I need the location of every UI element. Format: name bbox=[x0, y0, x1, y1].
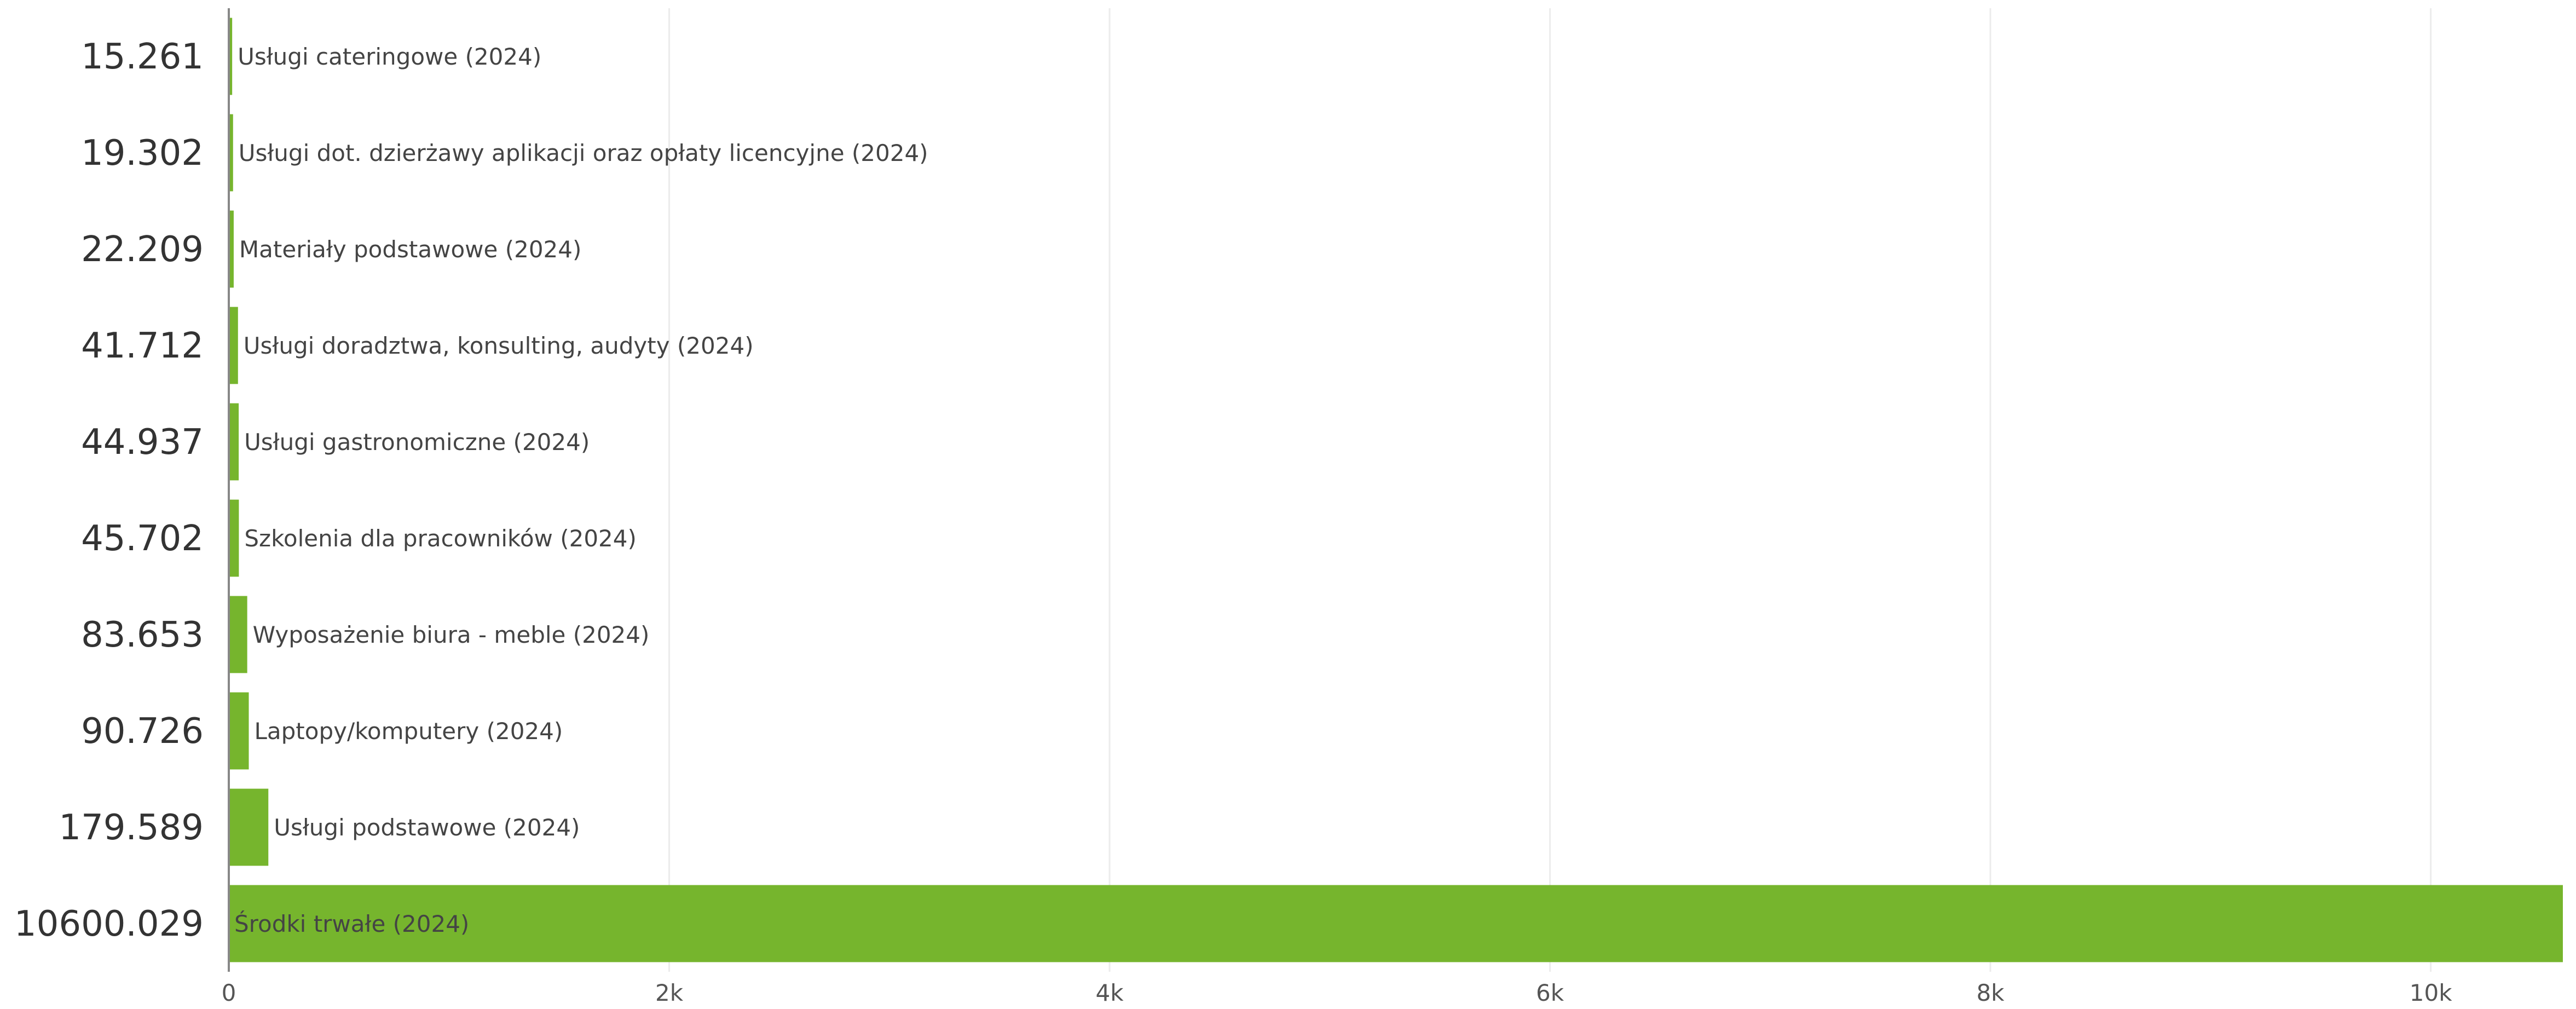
bar-value-label: 22.209 bbox=[81, 229, 204, 270]
bar-value-label: 15.261 bbox=[81, 37, 204, 77]
bar-value-label: 45.702 bbox=[81, 518, 204, 559]
bar bbox=[229, 788, 269, 866]
bar bbox=[229, 210, 234, 288]
bar-value-label: 19.302 bbox=[81, 133, 204, 174]
bar-value-label: 83.653 bbox=[81, 615, 204, 655]
bar bbox=[229, 692, 249, 770]
x-axis: 0 2k 4k 6k 8k 10k bbox=[222, 8, 2452, 1006]
x-tick-label: 10k bbox=[2410, 979, 2452, 1006]
bar bbox=[229, 114, 233, 192]
bar bbox=[229, 307, 238, 384]
x-tick-label: 8k bbox=[1977, 979, 2005, 1006]
bar-category-label: Usługi cateringowe (2024) bbox=[238, 43, 541, 70]
bar-value-label: 41.712 bbox=[81, 326, 204, 366]
bar-value-label: 10600.029 bbox=[14, 904, 204, 944]
bar-category-label: Materiały podstawowe (2024) bbox=[239, 236, 581, 263]
bar bbox=[229, 885, 2563, 962]
bar bbox=[229, 499, 239, 577]
bar-category-label: Usługi podstawowe (2024) bbox=[274, 814, 580, 841]
bar-category-label: Usługi dot. dzierżawy aplikacji oraz opł… bbox=[239, 140, 928, 166]
bar-value-label: 90.726 bbox=[81, 711, 204, 752]
bar bbox=[229, 403, 239, 481]
bar-category-label: Usługi gastronomiczne (2024) bbox=[244, 429, 590, 456]
bar-category-label: Wyposażenie biura - meble (2024) bbox=[253, 621, 650, 648]
x-tick-label: 0 bbox=[222, 979, 236, 1006]
x-tick-label: 2k bbox=[655, 979, 684, 1006]
bar-category-label: Szkolenia dla pracowników (2024) bbox=[244, 525, 637, 552]
bar-category-label: Środki trwałe (2024) bbox=[234, 910, 469, 937]
x-tick-label: 6k bbox=[1536, 979, 1564, 1006]
bar-category-label: Usługi doradztwa, konsulting, audyty (20… bbox=[244, 332, 754, 359]
bar-value-label: 179.589 bbox=[59, 808, 204, 848]
bar-category-label: Laptopy/komputery (2024) bbox=[254, 718, 563, 745]
bars bbox=[229, 18, 2563, 962]
bar bbox=[229, 18, 233, 95]
x-tick-label: 4k bbox=[1096, 979, 1124, 1006]
bar-labels: 15.261 Usługi cateringowe (2024) 19.302 Usł… bbox=[14, 37, 928, 944]
bar-value-label: 44.937 bbox=[81, 422, 204, 463]
bar bbox=[229, 596, 247, 673]
gridlines bbox=[668, 8, 2432, 972]
